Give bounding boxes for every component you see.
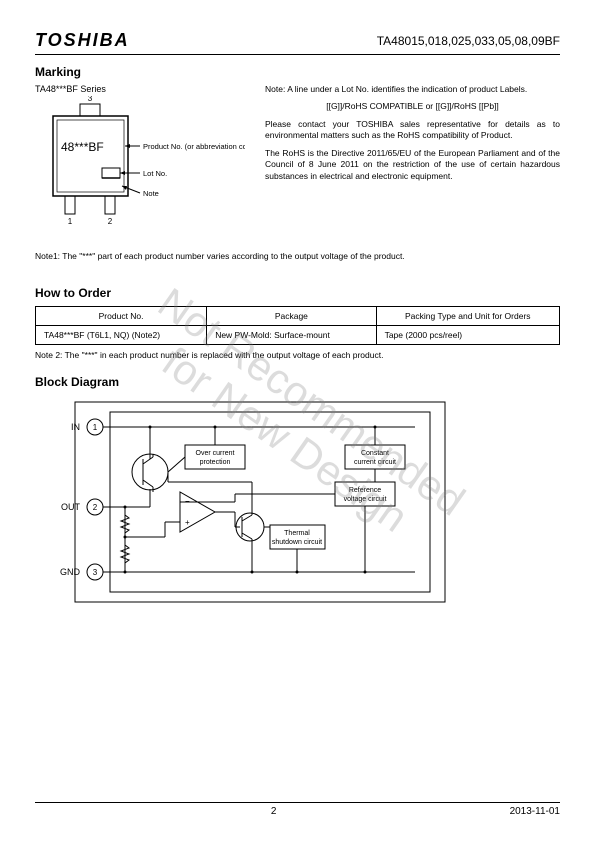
svg-text:IN: IN xyxy=(71,422,80,432)
svg-text:GND: GND xyxy=(60,567,81,577)
annot-product: Product No. (or abbreviation code) xyxy=(143,142,245,151)
svg-text:2: 2 xyxy=(93,503,98,512)
part-number: TA48015,018,025,033,05,08,09BF xyxy=(377,34,560,48)
chip-label: 48***BF xyxy=(61,140,104,154)
order-title: How to Order xyxy=(35,286,560,300)
package-diagram: 3 48***BF 1 2 Product No. (or abbreviati… xyxy=(35,96,245,236)
td-product: TA48***BF (T6L1, NQ) (Note2) xyxy=(36,326,207,345)
block-diagram-svg: 1 IN 2 OUT 3 GND xyxy=(35,397,455,607)
marking-title: Marking xyxy=(35,65,560,79)
svg-text:OUT: OUT xyxy=(61,502,81,512)
order-table: Product No. Package Packing Type and Uni… xyxy=(35,306,560,345)
svg-text:Thermal: Thermal xyxy=(284,530,310,537)
note1: Note1: The "***" part of each product nu… xyxy=(35,251,560,261)
note-text: Note: A line under a Lot No. identifies … xyxy=(265,84,560,95)
series-label: TA48***BF Series xyxy=(35,84,245,94)
svg-text:1: 1 xyxy=(93,423,98,432)
td-package: New PW-Mold: Surface-mount xyxy=(207,326,376,345)
footer: . 2 2013-11-01 xyxy=(35,802,560,817)
th-product: Product No. xyxy=(36,307,207,326)
svg-text:Constant: Constant xyxy=(361,450,389,457)
svg-text:Over current: Over current xyxy=(196,450,235,457)
block-title: Block Diagram xyxy=(35,375,560,389)
svg-text:3: 3 xyxy=(93,568,98,577)
pin1-label: 1 xyxy=(68,217,73,226)
annot-note: Note xyxy=(143,189,159,198)
marking-para2: The RoHS is the Directive 2011/65/EU of … xyxy=(265,148,560,182)
pin3-label: 3 xyxy=(88,96,93,103)
svg-text:current circuit: current circuit xyxy=(354,459,396,466)
marking-para1: Please contact your TOSHIBA sales repres… xyxy=(265,119,560,142)
svg-text:protection: protection xyxy=(200,459,231,466)
td-packing: Tape (2000 pcs/reel) xyxy=(376,326,559,345)
page-number: 2 xyxy=(271,806,277,817)
logo: TOSHIBA xyxy=(35,30,130,51)
rohs-line: [[G]]/RoHS COMPATIBLE or [[G]]/RoHS [[Pb… xyxy=(265,101,560,112)
pin2-label: 2 xyxy=(108,217,113,226)
footer-date: 2013-11-01 xyxy=(510,806,560,817)
svg-text:shutdown circuit: shutdown circuit xyxy=(272,539,322,546)
svg-text:voltage circuit: voltage circuit xyxy=(344,496,387,503)
svg-text:+: + xyxy=(185,518,190,527)
note2: Note 2: The "***" in each product number… xyxy=(35,350,560,360)
th-package: Package xyxy=(207,307,376,326)
th-packing: Packing Type and Unit for Orders xyxy=(376,307,559,326)
svg-text:Reference: Reference xyxy=(349,487,381,494)
header: TOSHIBA TA48015,018,025,033,05,08,09BF xyxy=(35,30,560,55)
annot-lot: Lot No. xyxy=(143,169,167,178)
